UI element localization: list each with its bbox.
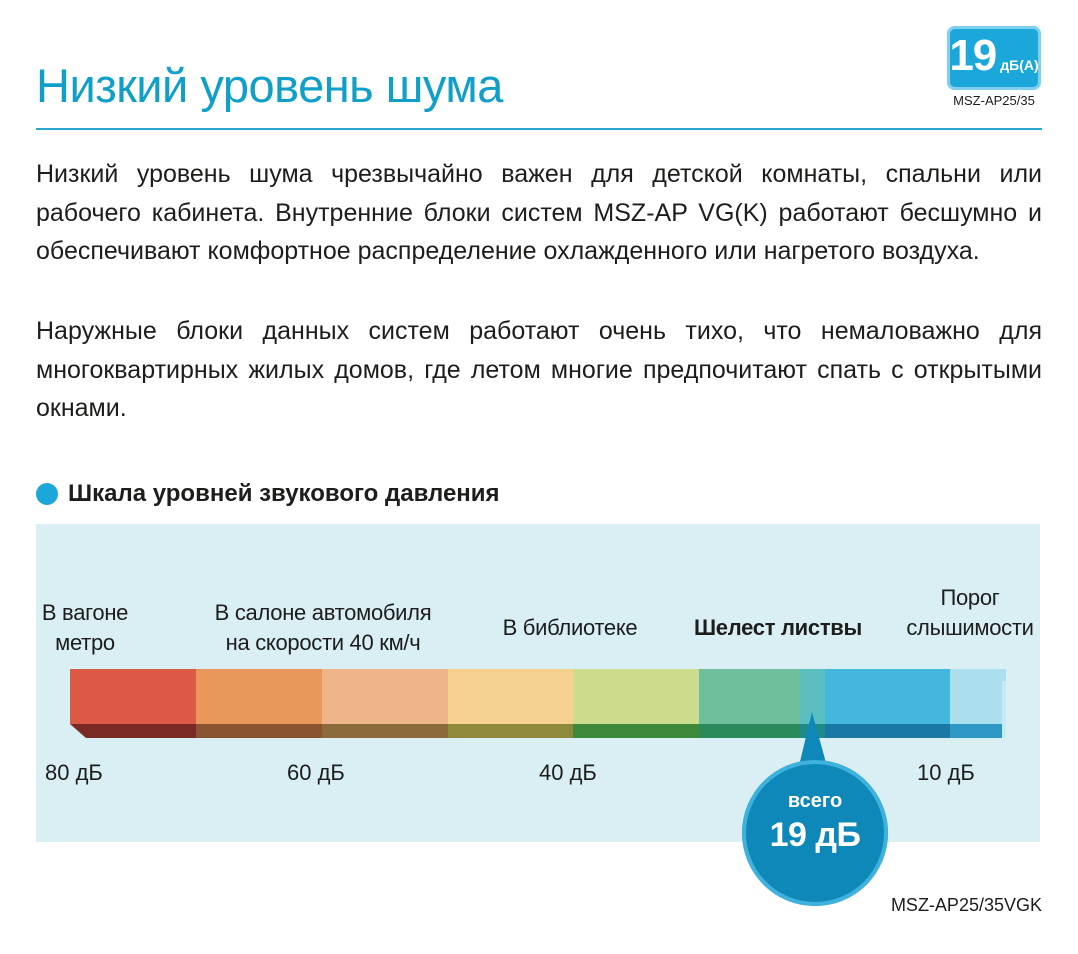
- section-heading: Шкала уровней звукового давления: [36, 480, 500, 508]
- db-mark-10: 10 дБ: [917, 760, 975, 785]
- bar-segment-shadow: [825, 724, 950, 738]
- label-threshold-line2: слышимости: [906, 615, 1034, 640]
- bar-segment-shadow: [196, 724, 322, 738]
- badge-model: MSZ-AP25/35: [953, 93, 1035, 108]
- bar-segment: [950, 669, 1006, 724]
- bullet-dot-icon: [36, 483, 58, 505]
- title-underline: [36, 128, 1042, 130]
- callout-pointer: [798, 712, 828, 770]
- noise-level-badge: 19 дБ(А): [947, 26, 1041, 90]
- bar-segment: [448, 669, 573, 724]
- db-mark-60: 60 дБ: [287, 760, 345, 785]
- label-threshold: Порог слышимости: [890, 583, 1050, 643]
- callout-19db: всего 19 дБ: [742, 760, 888, 906]
- label-car-line2: на скорости 40 км/ч: [225, 630, 421, 655]
- label-metro-line2: метро: [55, 630, 115, 655]
- section-title: Шкала уровней звукового давления: [68, 480, 500, 507]
- label-leaves: Шелест листвы: [688, 613, 868, 643]
- footer-model: MSZ-AP25/35VGK: [890, 895, 1042, 915]
- label-leaves-line1: Шелест листвы: [693, 615, 863, 640]
- label-library-line1: В библиотеке: [502, 615, 638, 640]
- bar-end-cap: [1002, 681, 1006, 738]
- callout-big: 19 дБ: [769, 816, 861, 854]
- db-mark-80: 80 дБ: [45, 760, 103, 785]
- label-metro-line1: В вагоне: [41, 600, 129, 625]
- label-car-line1: В салоне автомобиля: [214, 600, 432, 625]
- bar-segment-shadow: [699, 724, 800, 738]
- paragraph-indoor: Низкий уровень шума чрезвычайно важен дл…: [36, 160, 1042, 265]
- bar-segment-shadow: [322, 724, 448, 738]
- bar-segment-shadow: [70, 724, 196, 738]
- bar-segment-shadow: [950, 724, 1006, 738]
- label-library: В библиотеке: [480, 613, 660, 643]
- bar-segment: [573, 669, 699, 724]
- db-mark-40: 40 дБ: [539, 760, 597, 785]
- page-title: Низкий уровень шума: [36, 59, 503, 112]
- bar-segment: [699, 669, 800, 724]
- label-metro: В вагоне метро: [30, 598, 140, 658]
- badge-unit: дБ(А): [1000, 57, 1039, 73]
- badge-value: 19: [949, 31, 997, 80]
- label-threshold-line1: Порог: [940, 585, 1000, 610]
- bar-segment: [70, 669, 196, 724]
- bar-segment-shadow: [448, 724, 573, 738]
- bar-segment: [196, 669, 322, 724]
- paragraph-outdoor: Наружные блоки данных систем работают оч…: [36, 317, 1042, 422]
- bar-segment-shadow: [573, 724, 699, 738]
- label-car: В салоне автомобиля на скорости 40 км/ч: [198, 598, 448, 658]
- bar-segment: [825, 669, 950, 724]
- callout-small: всего: [787, 790, 843, 812]
- bar-segment: [322, 669, 448, 724]
